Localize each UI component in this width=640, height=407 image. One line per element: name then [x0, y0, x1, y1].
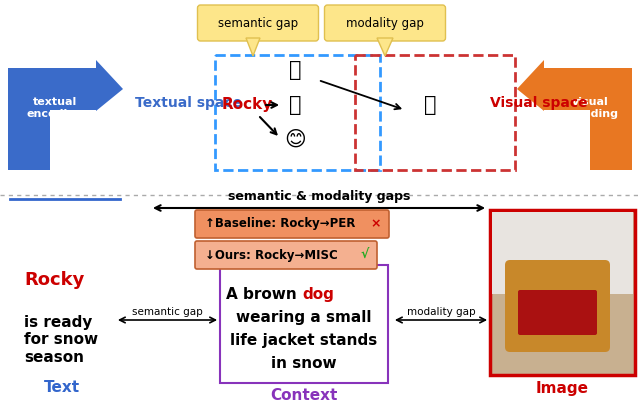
Text: life jacket stands: life jacket stands: [230, 333, 378, 348]
Text: textual
encoding: textual encoding: [26, 97, 83, 119]
FancyBboxPatch shape: [518, 290, 597, 335]
Text: ↓Ours: Rocky→MISC: ↓Ours: Rocky→MISC: [205, 249, 338, 262]
Polygon shape: [377, 38, 393, 56]
Bar: [220, 265, 388, 383]
Bar: [490, 210, 635, 375]
Text: is ready
for snow
season: is ready for snow season: [24, 315, 98, 365]
FancyBboxPatch shape: [544, 68, 632, 110]
Text: semantic & modality gaps: semantic & modality gaps: [228, 190, 410, 203]
Text: 🐕: 🐕: [289, 95, 301, 115]
FancyBboxPatch shape: [8, 110, 50, 170]
Text: modality gap: modality gap: [346, 17, 424, 29]
Text: semantic gap: semantic gap: [132, 307, 203, 317]
FancyBboxPatch shape: [590, 110, 632, 170]
Text: 🦄: 🦄: [289, 60, 301, 80]
Text: Textual space: Textual space: [135, 96, 242, 110]
Bar: [355, 55, 515, 170]
Text: Visual space: Visual space: [490, 96, 588, 110]
FancyBboxPatch shape: [324, 5, 445, 41]
Text: Context: Context: [270, 387, 338, 403]
Text: ×: ×: [371, 217, 381, 230]
FancyBboxPatch shape: [8, 68, 96, 110]
FancyBboxPatch shape: [195, 241, 377, 269]
Text: Text: Text: [44, 381, 80, 396]
FancyBboxPatch shape: [195, 210, 389, 238]
Text: visual
encoding: visual encoding: [561, 97, 618, 119]
Text: 😊: 😊: [284, 130, 306, 150]
Text: Rocky: Rocky: [24, 271, 84, 289]
Text: A brown: A brown: [226, 287, 302, 302]
Text: 🐩: 🐩: [424, 95, 436, 115]
Polygon shape: [96, 60, 123, 111]
Text: √: √: [360, 249, 369, 262]
Bar: [492, 212, 633, 294]
Text: wearing a small: wearing a small: [236, 310, 372, 325]
Polygon shape: [246, 38, 260, 56]
Polygon shape: [517, 60, 544, 111]
Text: in snow: in snow: [271, 356, 337, 371]
Text: semantic gap: semantic gap: [218, 17, 298, 29]
Bar: [215, 55, 380, 170]
FancyBboxPatch shape: [505, 260, 610, 352]
Text: Rocky: Rocky: [222, 98, 273, 112]
Text: modality gap: modality gap: [406, 307, 476, 317]
Text: ↑Baseline: Rocky→PER: ↑Baseline: Rocky→PER: [205, 217, 355, 230]
Text: dog: dog: [302, 287, 334, 302]
FancyBboxPatch shape: [198, 5, 319, 41]
Text: Image: Image: [536, 381, 589, 396]
